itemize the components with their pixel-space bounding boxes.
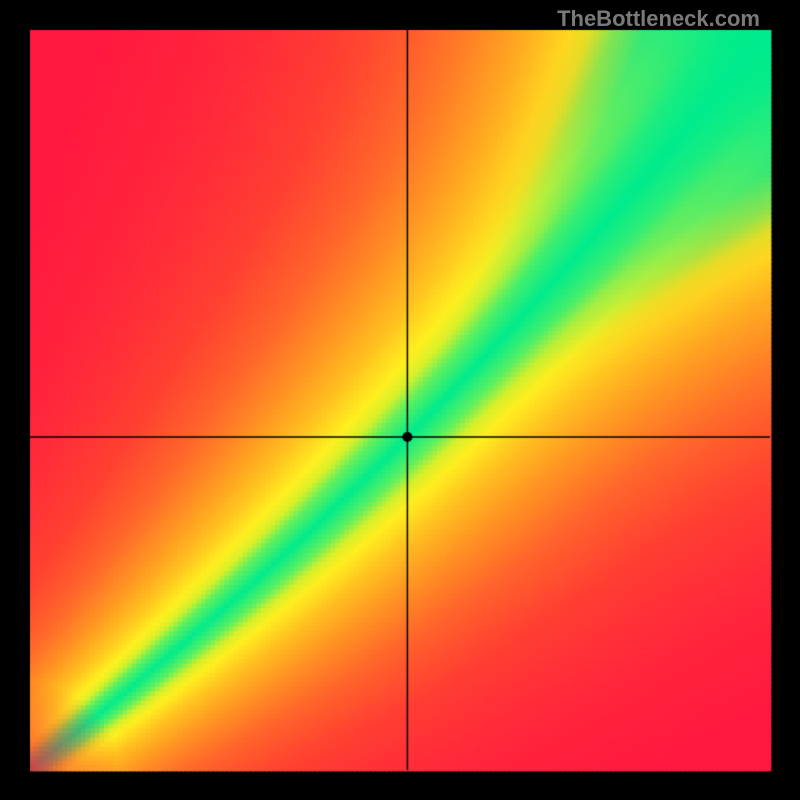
watermark-text: TheBottleneck.com: [557, 6, 760, 32]
bottleneck-heatmap: [0, 0, 800, 800]
